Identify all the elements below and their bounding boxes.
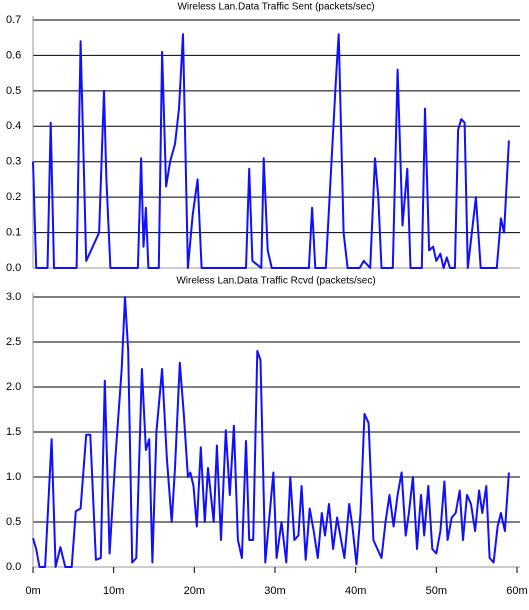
y-tick-label: 0.0	[6, 262, 21, 274]
x-tick-label: 40m	[345, 585, 366, 597]
y-tick-label: 0.4	[6, 120, 21, 132]
y-tick-label: 1.0	[6, 471, 21, 483]
y-tick-label: 0.2	[6, 191, 21, 203]
data-line	[32, 33, 510, 269]
y-tick-label: 0.7	[6, 14, 21, 26]
y-tick-label: 0.5	[6, 85, 21, 97]
y-tick-label: 2.5	[6, 336, 21, 348]
data-line	[32, 296, 510, 568]
y-tick-label: 0.1	[6, 226, 21, 238]
chart-title: Wireless Lan.Data Traffic Rcvd (packets/…	[176, 276, 375, 287]
x-tick-label: 0m	[25, 585, 40, 597]
x-tick-label: 10m	[103, 585, 124, 597]
y-tick-label: 1.5	[6, 426, 21, 438]
y-tick-label: 0.3	[6, 156, 21, 168]
y-tick-label: 2.0	[6, 381, 21, 393]
y-tick-label: 3.0	[6, 291, 21, 303]
y-tick-label: 0.6	[6, 49, 21, 61]
x-tick-label: 60m	[506, 585, 527, 597]
chart-title: Wireless Lan.Data Traffic Sent (packets/…	[177, 2, 374, 13]
x-tick-label: 50m	[426, 585, 447, 597]
y-tick-label: 0.0	[6, 561, 21, 573]
y-tick-label: 0.5	[6, 516, 21, 528]
x-tick-label: 20m	[184, 585, 205, 597]
x-tick-label: 30m	[264, 585, 285, 597]
